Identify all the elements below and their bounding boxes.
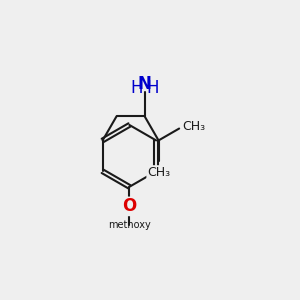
Text: N: N [138,75,152,93]
Text: methoxy: methoxy [108,220,151,230]
Text: H: H [130,79,142,97]
Text: H: H [147,79,159,97]
Text: CH₃: CH₃ [147,166,170,179]
Text: CH₃: CH₃ [182,120,205,133]
Text: O: O [122,197,136,215]
